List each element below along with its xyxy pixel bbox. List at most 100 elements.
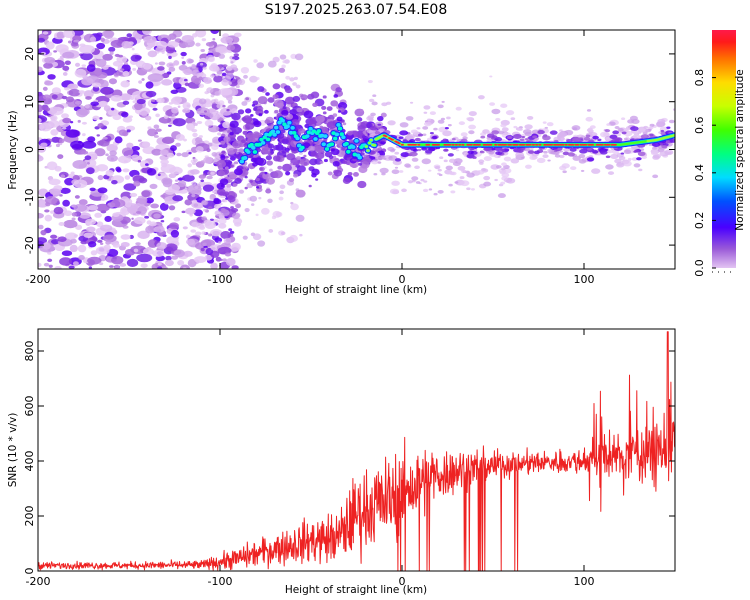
heatmap-cell [230, 64, 238, 70]
heatmap-cell [79, 44, 95, 54]
heatmap-cell [409, 101, 414, 104]
heatmap-cell [346, 130, 354, 136]
heatmap-cell [668, 119, 675, 124]
ridge-point [288, 130, 294, 135]
heatmap-cell [120, 242, 130, 248]
heatmap-cell [99, 242, 104, 245]
heatmap-cell [347, 171, 353, 176]
heatmap-cell [621, 117, 626, 120]
heatmap-cell [497, 193, 506, 199]
heatmap-cell [158, 61, 166, 66]
heatmap-cell [261, 207, 270, 215]
heatmap-cell [652, 155, 660, 160]
heatmap-cell [203, 245, 208, 249]
heatmap-cell [237, 109, 245, 115]
heatmap-cell [510, 117, 516, 121]
snr-line [38, 331, 675, 571]
heatmap-cell [426, 118, 432, 122]
heatmap-cell [358, 165, 368, 174]
heatmap-cell [74, 100, 83, 105]
heatmap-cell [542, 121, 547, 124]
heatmap-cell [192, 132, 198, 138]
heatmap-cell [234, 177, 242, 184]
ridge-point [265, 137, 271, 142]
heatmap-cell [78, 199, 88, 206]
heatmap-cell [242, 115, 253, 124]
x-tick-label: 100 [574, 273, 595, 286]
heatmap-cell [421, 147, 428, 151]
ridge-point [249, 142, 254, 147]
heatmap-cell [444, 126, 449, 130]
heatmap-cell [150, 99, 156, 102]
heatmap-cell [295, 189, 306, 198]
heatmap-cell [478, 159, 485, 164]
heatmap-cell [95, 246, 110, 255]
heatmap-cell [120, 234, 131, 240]
heatmap-cell [81, 77, 94, 86]
heatmap-cell [531, 155, 538, 160]
heatmap-cell [586, 157, 595, 162]
heatmap-cell [92, 82, 102, 88]
heatmap-cell [407, 180, 414, 184]
heatmap-cell [265, 188, 272, 194]
heatmap-cell [227, 100, 233, 104]
heatmap-cell [44, 80, 54, 86]
heatmap-cell [112, 60, 123, 67]
heatmap-cell [210, 99, 217, 104]
heatmap-cell [606, 123, 611, 126]
heatmap-cell [394, 151, 400, 155]
heatmap-cell [154, 62, 158, 65]
heatmap-cell [437, 104, 444, 109]
heatmap-cell [184, 199, 193, 206]
heatmap-cell [226, 44, 236, 51]
heatmap-cell [206, 175, 213, 180]
heatmap-cell [177, 180, 187, 188]
heatmap-cell [631, 157, 638, 161]
heatmap-cell [285, 75, 291, 80]
heatmap-cell [398, 170, 404, 173]
heatmap-cell [271, 215, 277, 220]
heatmap-cell [183, 250, 193, 257]
heatmap-cell [181, 56, 185, 60]
heatmap-cell [255, 213, 259, 217]
heatmap-cell [377, 123, 382, 126]
spectrogram-y-axis-label: Frequency (Hz) [7, 110, 19, 189]
heatmap-cell [265, 155, 272, 161]
heatmap-cell [569, 147, 577, 152]
heatmap-cell [204, 119, 214, 127]
heatmap-cell [272, 94, 279, 100]
heatmap-cell [210, 62, 218, 69]
heatmap-cell [479, 162, 484, 165]
heatmap-cell [440, 117, 446, 121]
heatmap-cell [415, 181, 421, 184]
heatmap-cell [423, 111, 428, 114]
heatmap-cell [168, 173, 177, 179]
heatmap-cell [632, 134, 641, 139]
heatmap-cell [270, 150, 275, 154]
heatmap-cell [299, 233, 303, 237]
heatmap-cell [203, 208, 207, 212]
heatmap-cell [65, 96, 74, 103]
heatmap-cell [219, 202, 223, 206]
heatmap-cell [229, 230, 235, 234]
heatmap-cell [131, 146, 141, 151]
heatmap-cell [80, 52, 93, 61]
heatmap-cell [114, 53, 120, 57]
heatmap-cell [177, 105, 181, 108]
heatmap-cell [510, 158, 520, 164]
ridge-point [448, 143, 452, 146]
ridge-point [252, 150, 258, 154]
heatmap-cell [86, 167, 95, 175]
heatmap-cell [585, 134, 591, 138]
heatmap-cell [526, 115, 534, 120]
ridge-point [300, 145, 305, 150]
heatmap-cell [296, 156, 302, 161]
heatmap-cell [279, 190, 284, 195]
heatmap-cell [127, 154, 132, 159]
heatmap-cell [290, 166, 297, 172]
heatmap-cell [157, 262, 162, 266]
heatmap-cell [38, 118, 42, 124]
ridge-point [571, 143, 575, 146]
ridge-point [417, 143, 421, 146]
